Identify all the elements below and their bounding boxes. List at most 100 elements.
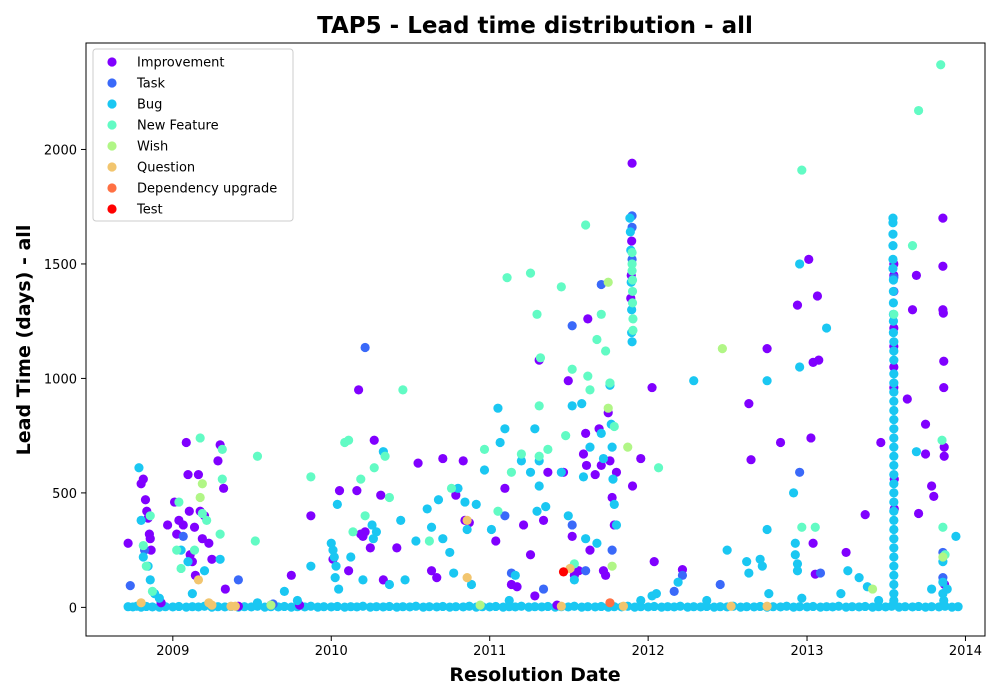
- data-point-task: [360, 342, 370, 353]
- data-point-baseline: [147, 602, 158, 612]
- legend-label-bug: Bug: [137, 98, 162, 113]
- data-point-improvement: [583, 314, 593, 324]
- data-point-baseline: [715, 602, 725, 612]
- data-point-new-feature: [596, 309, 606, 319]
- data-point-new-feature: [937, 435, 947, 445]
- data-point-improvement: [574, 566, 584, 576]
- data-point-bug: [422, 504, 432, 514]
- data-point-improvement: [611, 467, 622, 477]
- data-point-bug: [689, 376, 699, 386]
- data-point-bug: [888, 316, 899, 326]
- data-point-improvement: [927, 481, 937, 491]
- data-point-bug: [764, 589, 774, 599]
- data-point-bug: [329, 552, 339, 562]
- data-point-improvement: [219, 483, 229, 493]
- data-point-improvement: [189, 522, 200, 532]
- data-point-bug: [889, 346, 899, 356]
- data-point-bug: [331, 561, 341, 571]
- data-point-new-feature: [534, 401, 544, 411]
- data-point-task: [715, 579, 725, 590]
- data-point-baseline: [927, 602, 937, 612]
- data-point-bug: [888, 286, 899, 297]
- data-point-bug: [790, 550, 800, 560]
- data-point-bug: [788, 488, 799, 498]
- data-point-new-feature: [217, 444, 227, 454]
- x-tick-label: 2011: [473, 644, 506, 659]
- data-point-new-feature: [424, 536, 434, 546]
- data-point-improvement: [804, 254, 814, 264]
- data-point-baseline: [332, 601, 342, 612]
- data-point-new-feature: [189, 545, 200, 555]
- legend-box: [92, 48, 294, 222]
- data-point-task: [567, 520, 577, 530]
- data-point-task: [500, 511, 510, 521]
- data-point-baseline: [689, 602, 699, 612]
- data-point-wish: [717, 344, 727, 354]
- data-point-new-feature: [535, 353, 546, 363]
- data-point-bug: [400, 575, 410, 585]
- data-point-improvement: [746, 455, 756, 465]
- data-point-bug: [762, 524, 772, 535]
- data-point-bug: [396, 515, 406, 525]
- data-point-bug: [889, 451, 899, 461]
- data-point-bug: [453, 483, 463, 493]
- data-point-improvement: [438, 453, 448, 464]
- data-point-improvement: [889, 362, 899, 372]
- data-point-bug: [889, 369, 899, 379]
- data-point-bug: [889, 515, 899, 525]
- data-point-bug: [596, 428, 606, 438]
- data-point-new-feature: [217, 474, 227, 484]
- data-point-bug: [651, 589, 661, 599]
- data-point-new-feature: [344, 435, 354, 445]
- legend-label-improvement: Improvement: [137, 56, 224, 71]
- data-point-new-feature: [202, 515, 212, 525]
- data-point-bug: [889, 405, 899, 416]
- data-point-improvement: [178, 520, 188, 530]
- data-point-new-feature: [810, 522, 820, 532]
- data-point-bug: [384, 579, 395, 590]
- data-point-wish: [197, 479, 207, 489]
- data-point-bug: [433, 495, 444, 505]
- data-point-new-feature: [627, 298, 638, 308]
- data-point-wish: [603, 403, 613, 413]
- data-point-new-feature: [889, 309, 899, 319]
- points-layer: [123, 60, 963, 612]
- data-point-bug: [889, 570, 899, 580]
- data-point-new-feature: [532, 309, 542, 319]
- data-point-baseline: [438, 601, 448, 612]
- data-point-improvement: [902, 394, 912, 404]
- data-point-improvement: [146, 545, 156, 555]
- legend-marker-dependency-upgrade: [107, 183, 117, 193]
- data-point-bug: [187, 589, 197, 599]
- y-tick-label: 500: [52, 487, 77, 502]
- data-point-bug: [332, 499, 342, 509]
- data-point-new-feature: [583, 371, 593, 381]
- data-point-improvement: [911, 270, 922, 280]
- data-point-improvement: [204, 538, 214, 548]
- data-point-new-feature: [516, 449, 526, 459]
- data-point-bug: [889, 337, 899, 347]
- data-point-bug: [792, 559, 803, 569]
- data-point-bug: [541, 502, 551, 512]
- data-point-improvement: [590, 469, 600, 480]
- data-point-bug: [426, 522, 437, 532]
- data-point-bug: [581, 534, 591, 544]
- data-point-bug: [466, 579, 477, 590]
- data-point-wish: [603, 277, 613, 287]
- data-point-improvement: [352, 486, 362, 496]
- data-point-bug: [889, 524, 899, 535]
- data-point-new-feature: [534, 451, 544, 461]
- data-point-bug: [792, 566, 803, 576]
- data-point-question: [193, 575, 204, 585]
- data-point-test: [558, 567, 569, 577]
- data-point-wish: [867, 584, 878, 594]
- y-tick-label: 1000: [44, 372, 77, 387]
- data-point-bug: [889, 534, 899, 544]
- data-point-bug: [942, 584, 952, 594]
- data-point-new-feature: [356, 474, 366, 484]
- data-point-bug: [199, 566, 210, 576]
- data-point-bug: [889, 460, 899, 471]
- data-point-improvement: [920, 449, 931, 459]
- data-point-bug: [854, 573, 864, 583]
- data-point-new-feature: [172, 545, 182, 555]
